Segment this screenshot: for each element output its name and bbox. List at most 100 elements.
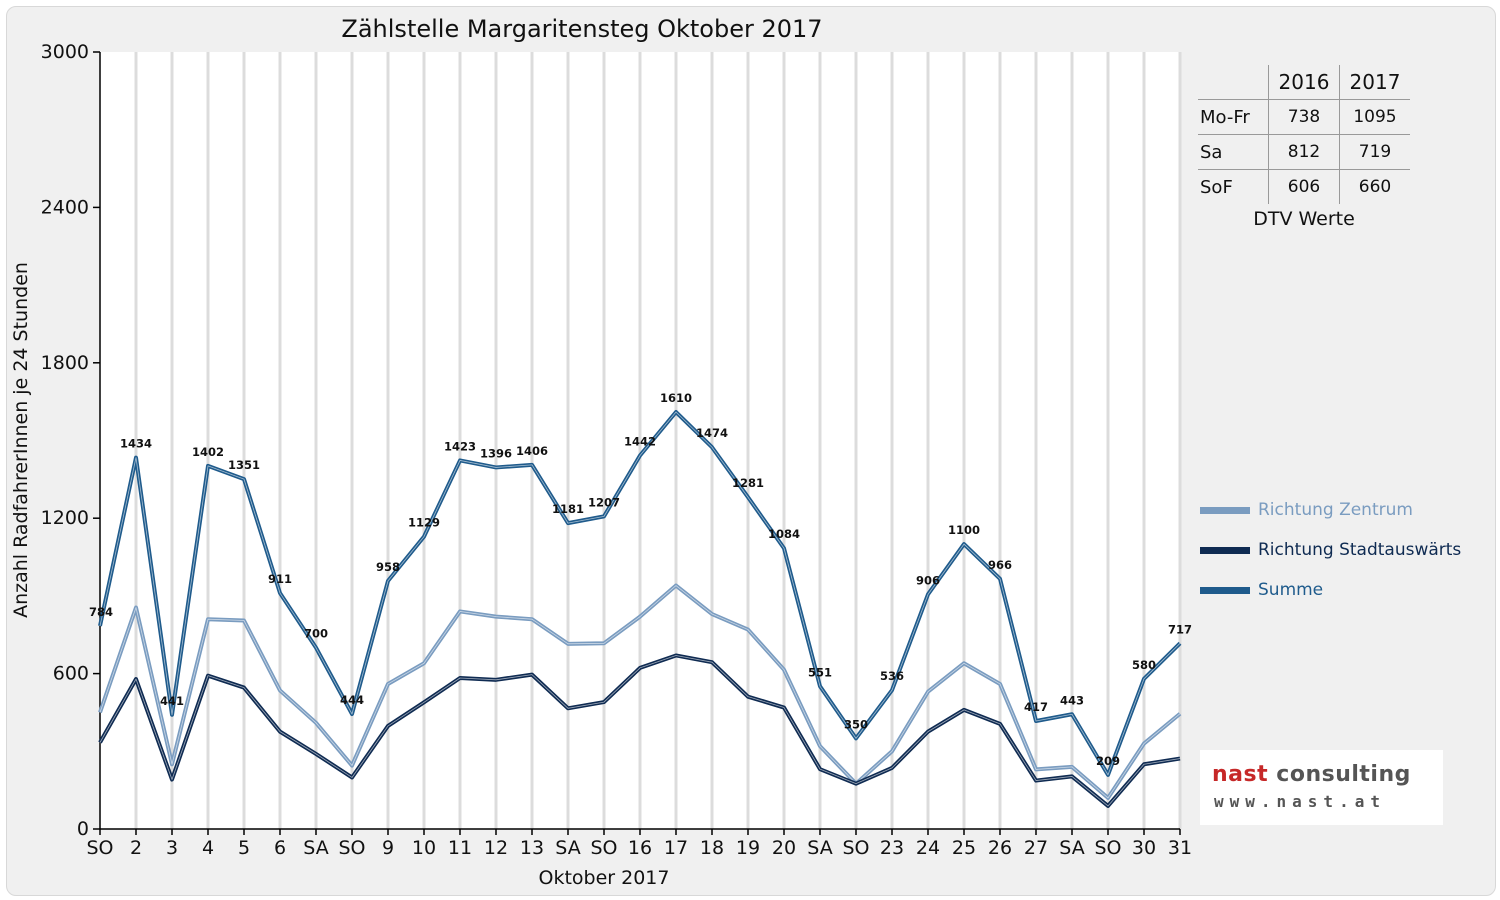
x-tick-label: 24 xyxy=(916,837,940,859)
x-tick-label: SA xyxy=(555,837,580,859)
x-tick-label: SO xyxy=(86,837,113,859)
x-tick-label: 30 xyxy=(1132,837,1156,859)
dtv-header-2017: 2017 xyxy=(1339,65,1410,100)
data-label: 1402 xyxy=(192,445,224,459)
x-tick-label: 19 xyxy=(736,837,760,859)
dtv-row-sa: Sa 812 719 xyxy=(1198,134,1410,170)
series-line-highlight-0 xyxy=(99,585,1181,799)
x-tick-label: 6 xyxy=(274,837,286,859)
data-label: 1207 xyxy=(588,495,620,509)
x-tick-label: 5 xyxy=(238,837,250,859)
data-label: 1442 xyxy=(624,435,656,449)
data-label: 209 xyxy=(1096,754,1120,768)
x-tick-label: SA xyxy=(807,837,832,859)
y-tick-label: 600 xyxy=(53,663,89,685)
series-lines xyxy=(98,410,1182,808)
x-tick-label: 18 xyxy=(700,837,724,859)
legend-item-stadtauswaerts: Richtung Stadtauswärts xyxy=(1200,530,1461,570)
x-tick-label: 27 xyxy=(1024,837,1048,859)
x-tick-label: 16 xyxy=(628,837,652,859)
dtv-row-label: Sa xyxy=(1198,134,1269,170)
data-label: 966 xyxy=(988,558,1012,572)
logo-name: nast consulting xyxy=(1212,762,1411,787)
x-tick-label: 31 xyxy=(1168,837,1192,859)
dtv-caption: DTV Werte xyxy=(1253,208,1355,230)
dtv-table: 2016 2017 Mo-Fr 738 1095 Sa 812 719 SoF … xyxy=(1198,65,1410,204)
data-label: 1351 xyxy=(228,458,260,472)
series-line-highlight-2 xyxy=(99,411,1181,776)
x-tick-label: 17 xyxy=(664,837,688,859)
x-tick-label: 11 xyxy=(448,837,472,859)
data-label: 536 xyxy=(880,669,904,683)
x-tick-label: 13 xyxy=(520,837,544,859)
x-tick-label: 26 xyxy=(988,837,1012,859)
data-label: 1434 xyxy=(120,437,152,451)
x-tick-label: SO xyxy=(842,837,869,859)
legend-label-stadtauswaerts: Richtung Stadtauswärts xyxy=(1258,540,1462,560)
y-tick-label: 0 xyxy=(77,818,89,840)
y-tick-label: 3000 xyxy=(41,41,89,63)
x-tick-label: 4 xyxy=(202,837,214,859)
data-label: 1406 xyxy=(516,444,548,458)
data-labels: 784 1434 441 1402 1351 911 700 444 958 1129 1423 13… xyxy=(89,391,1192,768)
dtv-header-2016: 2016 xyxy=(1268,65,1340,100)
dtv-row-label: Mo-Fr xyxy=(1198,99,1269,135)
dtv-cell-2017: 1095 xyxy=(1339,99,1410,135)
logo-name-part2: consulting xyxy=(1276,762,1411,787)
dtv-header-row: 2016 2017 xyxy=(1198,65,1410,100)
legend-swatch-zentrum xyxy=(1200,506,1250,514)
legend-swatch-summe xyxy=(1200,586,1250,594)
dtv-cell-2016: 812 xyxy=(1268,134,1340,170)
data-label: 700 xyxy=(304,627,328,641)
dtv-row-mofr: Mo-Fr 738 1095 xyxy=(1198,99,1410,135)
y-tick-label: 1200 xyxy=(41,507,89,529)
x-tick-label: 25 xyxy=(952,837,976,859)
data-label: 1474 xyxy=(696,426,728,440)
dtv-row-label: SoF xyxy=(1198,169,1269,204)
y-tick-label: 1800 xyxy=(41,352,89,374)
x-tick-label: 9 xyxy=(382,837,394,859)
data-label: 417 xyxy=(1024,700,1048,714)
legend-item-summe: Summe xyxy=(1200,570,1461,610)
x-tick-label: SO xyxy=(590,837,617,859)
data-label: 1084 xyxy=(768,527,800,541)
x-axis-title: Oktober 2017 xyxy=(539,867,670,889)
x-tick-label: 3 xyxy=(166,837,178,859)
dtv-cell-2016: 738 xyxy=(1268,99,1340,135)
dtv-row-sof: SoF 606 660 xyxy=(1198,169,1410,204)
chart-title: Zählstelle Margaritensteg Oktober 2017 xyxy=(341,15,822,43)
data-label: 911 xyxy=(268,572,292,586)
data-label: 717 xyxy=(1168,622,1192,636)
dtv-header-blank xyxy=(1198,65,1269,100)
dtv-cell-2017: 660 xyxy=(1339,169,1410,204)
data-label: 1610 xyxy=(660,391,692,405)
x-tick-label: 2 xyxy=(130,837,142,859)
dtv-cell-2016: 606 xyxy=(1268,169,1340,204)
data-label: 350 xyxy=(844,717,868,731)
logo-name-part1: nast xyxy=(1212,762,1269,787)
data-label: 1396 xyxy=(480,446,512,460)
x-tick-label: SO xyxy=(1094,837,1121,859)
data-label: 443 xyxy=(1060,693,1084,707)
series-line-highlight-1 xyxy=(99,655,1181,807)
dtv-cell-2017: 719 xyxy=(1339,134,1410,170)
data-label: 1423 xyxy=(444,439,476,453)
legend-label-zentrum: Richtung Zentrum xyxy=(1258,500,1413,520)
data-label: 906 xyxy=(916,573,940,587)
legend-label-summe: Summe xyxy=(1258,580,1324,600)
data-label: 551 xyxy=(808,665,832,679)
x-tick-label: 23 xyxy=(880,837,904,859)
y-tick-label: 2400 xyxy=(41,196,89,218)
legend: Richtung Zentrum Richtung Stadtauswärts … xyxy=(1200,490,1461,610)
nast-consulting-logo: nast consulting www.nast.at xyxy=(1200,750,1443,825)
data-label: 784 xyxy=(89,605,113,619)
legend-swatch-stadtauswaerts xyxy=(1200,546,1250,554)
legend-item-zentrum: Richtung Zentrum xyxy=(1200,490,1461,530)
x-tick-label: SO xyxy=(338,837,365,859)
data-label: 580 xyxy=(1132,658,1156,672)
data-label: 1100 xyxy=(948,523,980,537)
x-tick-label: 10 xyxy=(412,837,436,859)
data-label: 1181 xyxy=(552,502,584,516)
